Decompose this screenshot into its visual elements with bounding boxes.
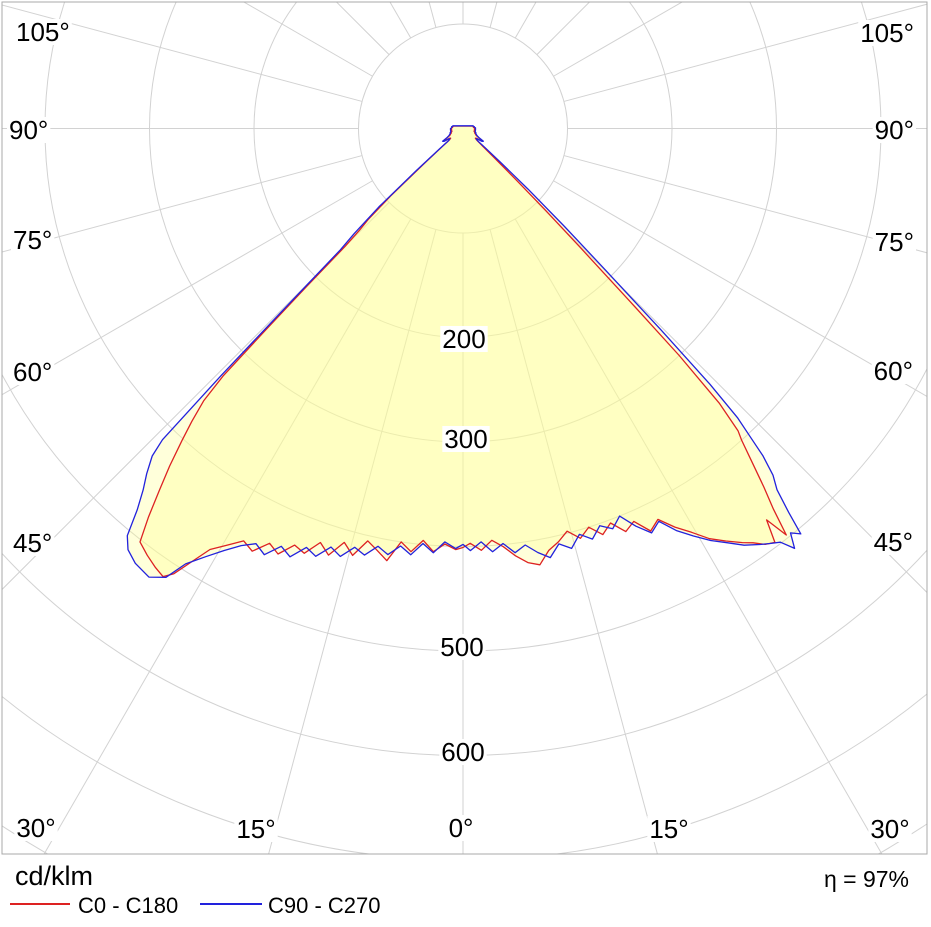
efficiency-label: η = 97% <box>823 866 909 892</box>
angle-tick-label-bg <box>14 815 58 841</box>
grid-ray <box>514 218 883 854</box>
angle-tick-label-bg <box>647 816 691 842</box>
ring-label: 500 <box>440 632 483 662</box>
ring-label-bg <box>440 326 488 352</box>
angle-tick-label-bg <box>872 117 916 143</box>
grid-ray <box>536 202 927 594</box>
grid-ray <box>489 229 658 854</box>
angle-tick-label: 105° <box>16 17 70 47</box>
angle-tick-label-bg <box>11 359 55 385</box>
angle-tick-label-bg <box>14 19 72 45</box>
angle-tick-label: 90° <box>9 115 48 145</box>
unit-label: cd/klm <box>15 861 94 891</box>
series-curve-c90-c270 <box>126 125 802 578</box>
grid-ray <box>2 4 363 102</box>
grid-ray <box>43 218 412 854</box>
grid-ray <box>2 180 373 396</box>
grid-ray <box>563 3 927 102</box>
legend-line-c90-c270 <box>200 903 262 905</box>
angle-tick-label: 15° <box>649 814 688 844</box>
angle-tick-label: 60° <box>13 357 52 387</box>
angle-tick-label: 45° <box>874 527 913 557</box>
angle-tick-label: 90° <box>875 115 914 145</box>
grid-ray <box>2 202 390 591</box>
angle-tick-label-bg <box>868 816 912 842</box>
angle-tick-label: 45° <box>13 528 52 558</box>
angle-tick-label: 75° <box>875 227 914 257</box>
angle-tick-label: 30° <box>870 814 909 844</box>
ring-label: 200 <box>442 324 485 354</box>
angle-tick-label-bg <box>858 20 916 46</box>
angle-tick-label-bg <box>234 816 278 842</box>
ring-label-bg <box>439 739 487 765</box>
ring-label-bg <box>438 634 486 660</box>
grid-ray <box>268 229 437 854</box>
angle-tick-label-bg <box>871 529 915 555</box>
angle-tick-label: 15° <box>236 814 275 844</box>
ring-label: 300 <box>444 424 487 454</box>
plot-frame <box>1 1 928 855</box>
chart-labels: 200 300 500 600 105° 90° 75° 60° 45° 105° 90° 75° 60… <box>7 17 916 844</box>
angle-tick-label: 0° <box>449 813 474 843</box>
angle-tick-label-bg <box>11 227 55 253</box>
legend-label-c90-c270: C90 - C270 <box>268 893 381 918</box>
angle-tick-label: 30° <box>16 813 55 843</box>
grid-ray <box>2 155 363 253</box>
grid-ray <box>553 180 927 397</box>
angle-tick-label: 105° <box>860 18 914 48</box>
ring-label-bg <box>442 426 490 452</box>
angle-tick-label-bg <box>11 530 55 556</box>
angle-tick-label-bg <box>7 117 51 143</box>
grid-ray <box>563 155 927 254</box>
angle-tick-label: 75° <box>13 225 52 255</box>
legend-line-c0-c180 <box>10 903 70 905</box>
angle-tick-label-bg <box>872 229 916 255</box>
angle-tick-label-bg <box>446 815 476 841</box>
ring-label: 600 <box>441 737 484 767</box>
legend-label-c0-c180: C0 - C180 <box>78 893 179 918</box>
angle-tick-label: 60° <box>874 356 913 386</box>
angle-tick-label-bg <box>871 358 915 384</box>
